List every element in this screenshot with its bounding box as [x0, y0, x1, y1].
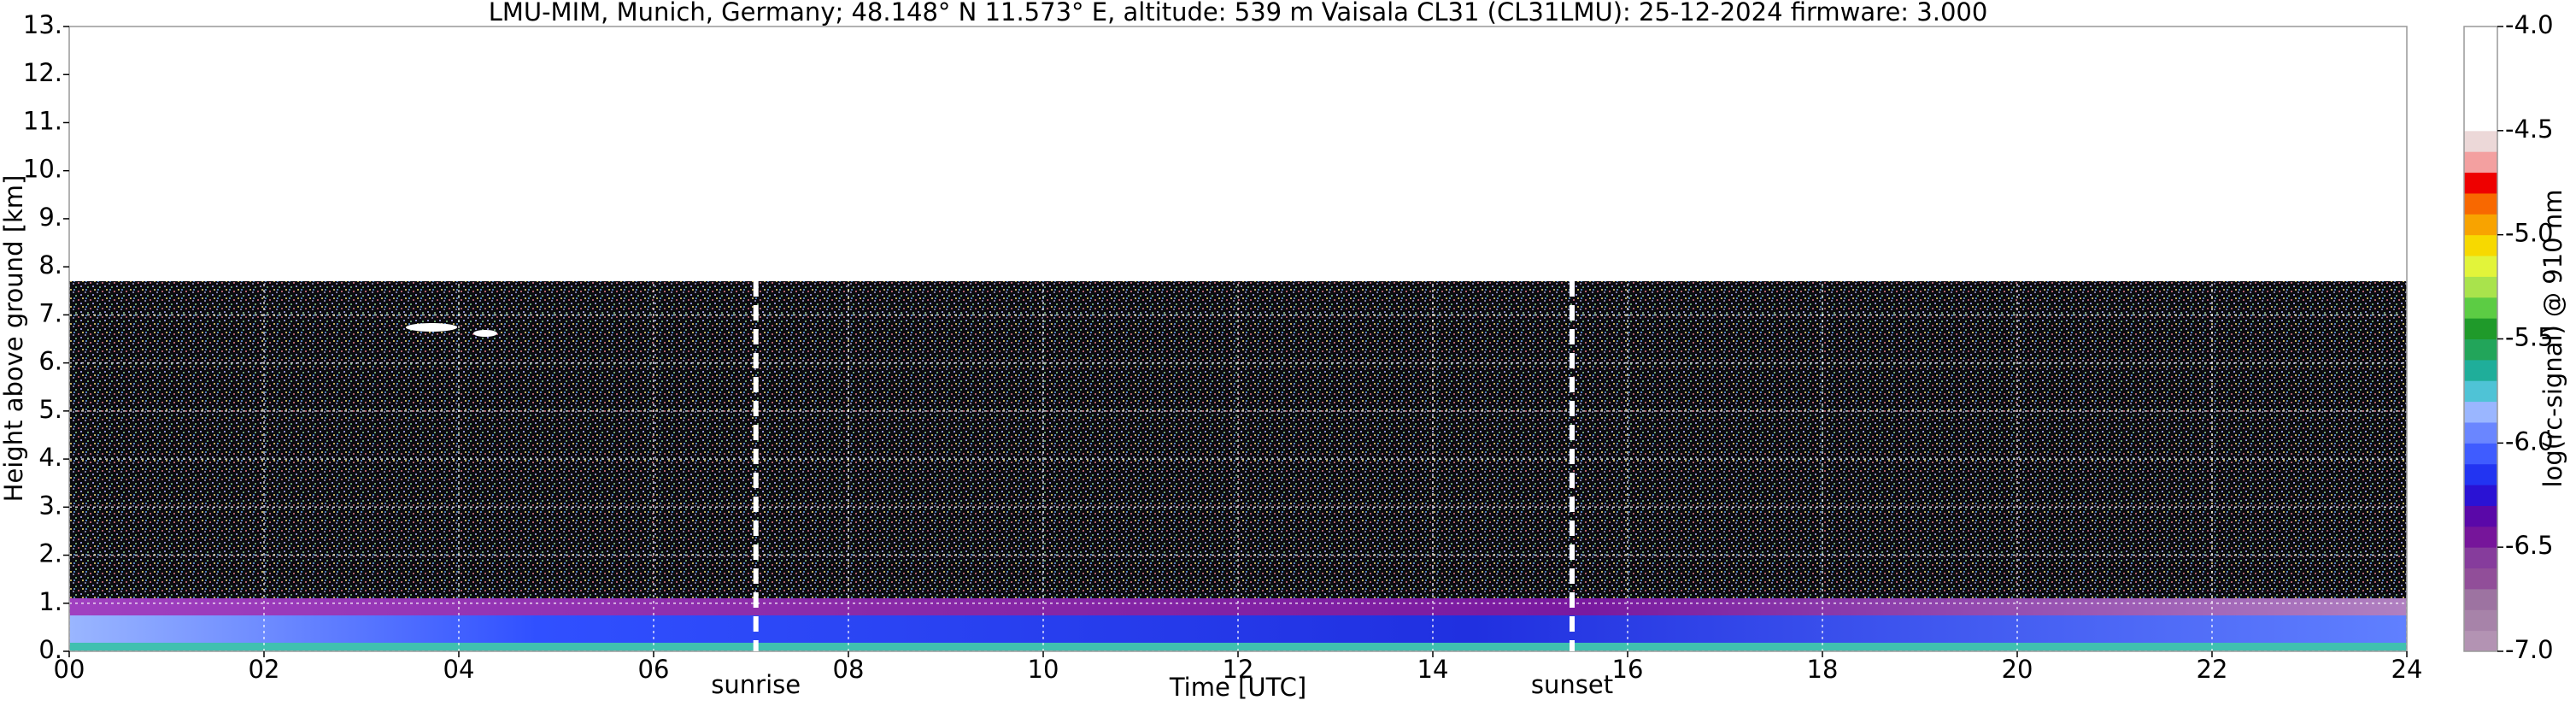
x-axis-label: Time [UTC] [1169, 673, 1306, 702]
colorbar-segment [2464, 568, 2497, 590]
colorbar-segment [2464, 192, 2497, 215]
y-tick-label: 5. [38, 395, 62, 424]
colorbar-segment [2464, 463, 2497, 485]
y-tick-label: 11. [23, 106, 62, 135]
colorbar-segment [2464, 214, 2497, 236]
colorbar-segment [2464, 109, 2497, 132]
colorbar-tick-label: -6.0 [2505, 427, 2554, 456]
colorbar-segment [2464, 443, 2497, 465]
colorbar-tick-label: -5.5 [2505, 323, 2554, 352]
colorbar-segment [2464, 234, 2497, 256]
y-axis-label: Height above ground [km] [0, 175, 28, 503]
chart-title: LMU-MIM, Munich, Germany; 48.148° N 11.5… [489, 0, 1988, 26]
colorbar-segment [2464, 526, 2497, 548]
colorbar-label: log(rc-signal) @ 910 nm [2538, 190, 2567, 488]
colorbar-segment [2464, 547, 2497, 569]
colorbar-segment [2464, 380, 2497, 403]
colorbar-segment [2464, 588, 2497, 610]
colorbar-segment [2464, 401, 2497, 423]
colorbar-segment [2464, 609, 2497, 632]
colorbar-segment [2464, 68, 2497, 90]
colorbar-segment [2464, 297, 2497, 319]
colorbar-segment [2464, 359, 2497, 381]
y-tick-label: 2. [38, 539, 62, 568]
x-tick-label: 00 [54, 655, 85, 684]
x-tick-label: 10 [1028, 655, 1059, 684]
x-tick-label: 22 [2197, 655, 2228, 684]
y-tick-label: 4. [38, 443, 62, 472]
colorbar-segment [2464, 421, 2497, 444]
colorbar-segment [2464, 256, 2497, 277]
colorbar-segment [2464, 172, 2497, 194]
y-tick-label: 6. [38, 347, 62, 376]
cloud-patch [473, 330, 497, 337]
colorbar-segment [2464, 89, 2497, 110]
y-tick-label: 8. [38, 250, 62, 279]
colorbar-tick-label: -4.0 [2505, 10, 2554, 39]
x-tick-label: 18 [1807, 655, 1839, 684]
colorbar-tick-label: -7.0 [2505, 635, 2554, 664]
colorbar-segment [2464, 318, 2497, 339]
x-tick-label: 24 [2391, 655, 2423, 684]
y-tick-label: 0. [38, 635, 62, 664]
y-tick-label: 13. [23, 10, 62, 39]
colorbar-tick-label: -6.5 [2505, 531, 2554, 560]
y-tick-label: 12. [23, 58, 62, 87]
y-tick-label: 9. [38, 203, 62, 232]
colorbar-segment [2464, 26, 2497, 48]
y-tick-label: 3. [38, 491, 62, 520]
colorbar-segment [2464, 47, 2497, 69]
annotation-label: sunrise [711, 670, 801, 699]
colorbar-segment [2464, 505, 2497, 527]
annotation-label: sunset [1531, 670, 1613, 699]
y-tick-label: 10. [23, 155, 62, 184]
colorbar-tick-label: -5.0 [2505, 219, 2554, 248]
x-tick-label: 02 [249, 655, 280, 684]
x-tick-label: 16 [1612, 655, 1644, 684]
x-tick-label: 20 [2002, 655, 2033, 684]
x-tick-label: 06 [638, 655, 670, 684]
colorbar-segment [2464, 276, 2497, 298]
colorbar-tick-label: -4.5 [2505, 115, 2554, 144]
colorbar-segment [2464, 151, 2497, 174]
x-tick-label: 14 [1417, 655, 1449, 684]
x-tick-label: 04 [443, 655, 475, 684]
cloud-patch [406, 323, 457, 332]
y-tick-label: 1. [38, 587, 62, 616]
colorbar-segment [2464, 485, 2497, 506]
y-tick-label: 7. [38, 298, 62, 327]
x-tick-label: 12 [1223, 655, 1254, 684]
surface-band [69, 643, 2407, 651]
colorbar-segment [2464, 130, 2497, 152]
x-tick-label: 08 [833, 655, 865, 684]
colorbar-segment [2464, 338, 2497, 361]
colorbar-segment [2464, 630, 2497, 652]
